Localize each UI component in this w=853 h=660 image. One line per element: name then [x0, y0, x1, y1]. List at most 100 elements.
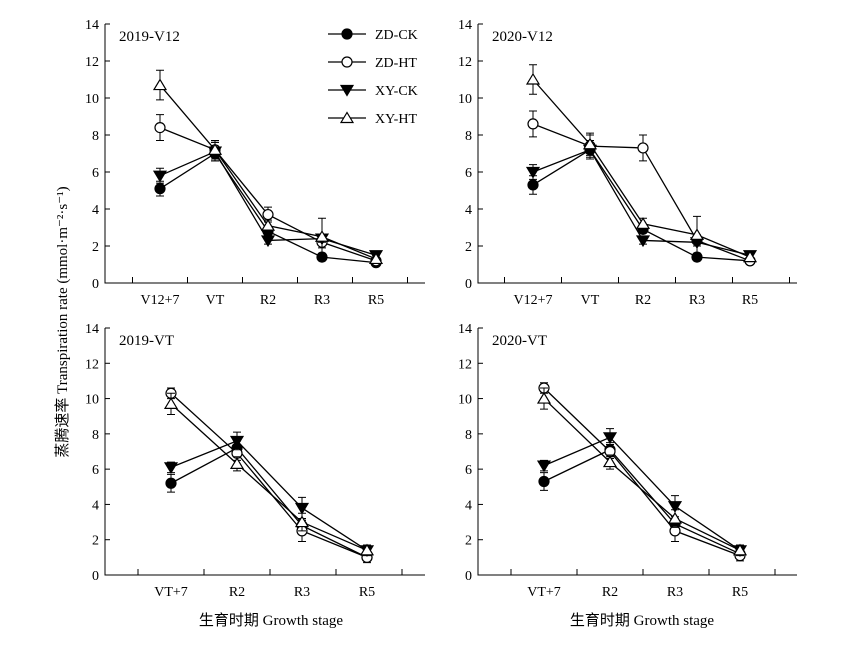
y-tick-label: 10: [85, 92, 99, 107]
series-XY-CK: [525, 140, 758, 262]
series-XY-CK: [163, 431, 375, 557]
legend-marker: [339, 111, 355, 124]
data-point: [635, 235, 651, 248]
y-tick-label: 8: [92, 428, 99, 443]
data-point: [359, 543, 375, 556]
y-tick-label: 0: [465, 569, 472, 584]
x-tick-label: R5: [742, 293, 758, 308]
y-tick-label: 4: [465, 498, 472, 513]
data-point: [742, 250, 758, 263]
series-XY-HT: [536, 387, 748, 557]
series-ZD-HT: [538, 382, 746, 562]
y-tick-label: 14: [458, 322, 472, 337]
panel-label: 2019-V12: [119, 29, 180, 45]
y-tick-label: 10: [85, 393, 99, 408]
y-tick-label: 6: [92, 463, 99, 478]
series-XY-HT: [525, 64, 758, 263]
y-axis-label: 蒸腾速率 Transpiration rate (mmol·m⁻²·s⁻¹): [54, 186, 71, 457]
x-tick-label: R3: [314, 293, 330, 308]
series-ZD-CK: [527, 140, 756, 267]
data-point: [260, 235, 276, 248]
data-point: [152, 170, 168, 183]
series-ZD-CK: [538, 442, 746, 560]
y-tick-label: 12: [458, 55, 472, 70]
series-line: [170, 447, 368, 558]
data-point: [602, 432, 618, 445]
series-ZD-CK: [165, 440, 373, 563]
y-tick-label: 4: [465, 203, 472, 218]
x-tick-label: R3: [294, 585, 310, 600]
y-tick-label: 14: [458, 18, 472, 33]
data-point: [525, 166, 541, 179]
data-point: [163, 462, 179, 475]
y-tick-label: 8: [465, 428, 472, 443]
y-tick-label: 0: [92, 569, 99, 584]
y-tick-label: 2: [465, 240, 472, 255]
data-point: [229, 435, 245, 448]
y-tick-label: 4: [92, 203, 99, 218]
data-point: [368, 252, 384, 265]
data-point: [602, 455, 618, 468]
data-point: [635, 217, 651, 229]
x-tick-label: VT+7: [154, 585, 188, 600]
y-tick-label: 0: [92, 277, 99, 292]
series-line: [543, 387, 741, 557]
y-tick-label: 2: [92, 240, 99, 255]
x-tick-label: V12+7: [140, 293, 179, 308]
data-point: [527, 118, 539, 130]
series-XY-CK: [152, 141, 384, 262]
y-tick-label: 14: [85, 18, 99, 33]
data-point: [260, 218, 276, 231]
data-point: [163, 397, 179, 409]
y-tick-label: 8: [92, 129, 99, 144]
legend-label: XY-HT: [375, 112, 417, 127]
y-tick-label: 12: [458, 357, 472, 372]
series-line: [170, 440, 368, 551]
panel-2019-V12: 0 2 4 6 8 10 12 14 V12+7 VT R2 R3 R5 2019-V12: [85, 18, 425, 308]
y-tick-label: 0: [465, 277, 472, 292]
series-line: [170, 392, 368, 558]
x-tick-label: VT: [581, 293, 600, 308]
axes-2020-VT: [477, 328, 797, 576]
panel-2019-VT: 0 2 4 6 8 10 12 14 VT+7 R2 R3 R5 2019-VT: [85, 322, 425, 600]
axes-2020-V12: [477, 24, 797, 284]
data-point: [154, 121, 166, 134]
x-tick-label: V12+7: [513, 293, 552, 308]
y-tick-label: 12: [85, 357, 99, 372]
data-point: [732, 543, 748, 556]
data-point: [262, 208, 274, 221]
data-point: [207, 143, 223, 155]
x-tick-label: R3: [667, 585, 683, 600]
legend-label: ZD-CK: [375, 28, 418, 43]
series-line: [543, 398, 741, 551]
y-tick-label: 10: [458, 393, 472, 408]
data-point: [527, 179, 539, 191]
data-point: [294, 515, 310, 528]
data-point: [536, 460, 552, 473]
legend: ZD-CK ZD-HT XY-CK XY-HT: [328, 28, 418, 127]
x-axis-label-left: 生育时期 Growth stage: [199, 612, 343, 629]
data-point: [165, 477, 177, 489]
y-tick-label: 2: [465, 534, 472, 549]
data-point: [314, 230, 330, 242]
data-point: [152, 78, 168, 91]
data-point: [637, 142, 649, 154]
panels: 0 2 4 6 8 10 12 14 V12+7 VT R2 R3 R5 2019-V12 0 2 4 6 8 10 1…: [85, 18, 797, 600]
series-line: [170, 403, 368, 551]
y-tick-label: 6: [465, 166, 472, 181]
series-XY-CK: [536, 428, 748, 557]
x-tick-label: R5: [359, 585, 375, 600]
x-tick-label: VT: [206, 293, 225, 308]
x-tick-label: R2: [635, 293, 651, 308]
legend-marker: [339, 84, 355, 97]
y-tick-label: 12: [85, 55, 99, 70]
legend-label: ZD-HT: [375, 56, 417, 71]
y-tick-label: 4: [92, 498, 99, 513]
series-ZD-HT: [165, 387, 373, 564]
y-tick-label: 8: [465, 129, 472, 144]
y-tick-label: 6: [465, 463, 472, 478]
series-XY-HT: [163, 392, 375, 557]
legend-item-ZD-HT: ZD-HT: [328, 56, 417, 71]
data-point: [667, 501, 683, 513]
